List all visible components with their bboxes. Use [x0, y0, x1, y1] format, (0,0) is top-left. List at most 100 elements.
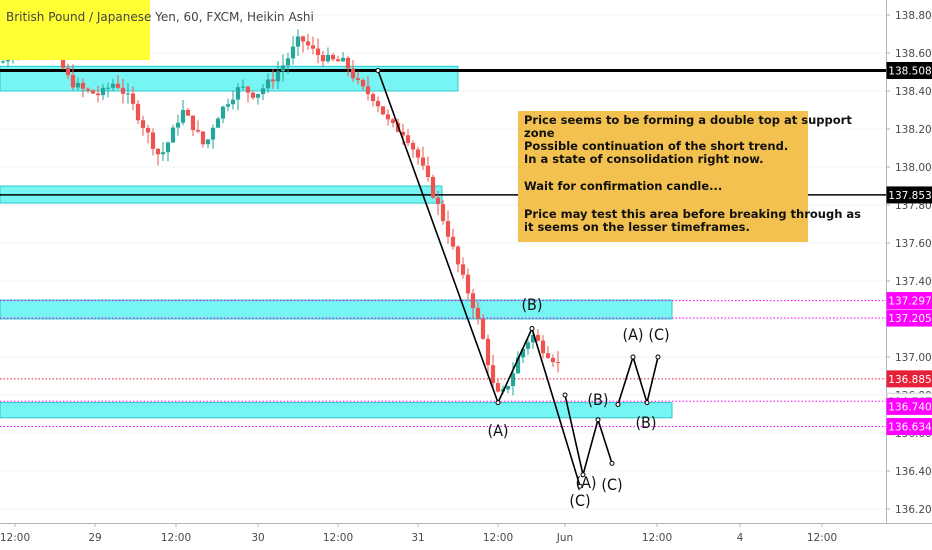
time-axis[interactable]: 12:00 29 12:00 30 12:00 31 12:00 Jun 12:00 4 12:00 [0, 523, 932, 544]
candle-body [185, 109, 191, 116]
support-zone [0, 299, 673, 320]
candle-body [330, 54, 336, 60]
chart-title: British Pound / Japanese Yen, 60, FXCM, … [6, 10, 314, 24]
candle-body [90, 90, 96, 94]
candle-body [335, 59, 341, 62]
note-line: Wait for confirmation candle... [524, 179, 723, 193]
candle-body [130, 93, 136, 104]
price-tag [886, 186, 932, 204]
candle-body [350, 68, 356, 79]
wave-label: (B) [635, 413, 656, 432]
candle-body [145, 127, 151, 133]
candle-body [165, 142, 171, 153]
candle-body [545, 353, 551, 358]
y-tick-label: 138.000 [895, 162, 932, 174]
candle-body [215, 118, 221, 128]
candle-body [555, 362, 561, 364]
candle-body [160, 152, 166, 155]
candle-body [465, 274, 471, 294]
title-highlight [0, 0, 150, 60]
y-tick-label: 136.400 [895, 466, 932, 478]
candle-body [95, 93, 101, 96]
candle-body [190, 115, 196, 131]
y-tick-label: 137.000 [895, 352, 932, 364]
y-tick-label: 138.600 [895, 48, 932, 60]
candle-body [105, 87, 111, 89]
candle-body [85, 88, 91, 91]
x-tick-label: 29 [88, 532, 101, 544]
candle-body [450, 236, 456, 247]
candle-body [530, 334, 536, 343]
candle-body [60, 54, 66, 68]
price-tag-label: 137.853 [888, 190, 931, 202]
candle-body [120, 87, 126, 94]
analysis-note: Price seems to be forming a double top a… [518, 111, 861, 242]
x-tick-label: 31 [411, 532, 424, 544]
candle-body [285, 58, 291, 66]
candle-body [110, 83, 116, 88]
wave-point [529, 326, 535, 331]
x-tick-label: Jun [556, 532, 573, 544]
candle-body [245, 86, 251, 93]
wave-label: (A) [622, 325, 643, 344]
candle-body [415, 149, 421, 158]
wave-path [377, 70, 581, 487]
x-tick-label: 4 [737, 532, 744, 544]
note-line: zone [524, 126, 555, 140]
price-tag-label: 138.508 [888, 65, 931, 77]
wave-point [562, 392, 568, 398]
candle-body [400, 131, 406, 136]
candle-body [315, 48, 321, 56]
candle-body [125, 93, 131, 95]
candle-body [310, 45, 316, 49]
price-tag-label: 136.740 [888, 401, 931, 413]
price-axis[interactable]: 138.800 138.600 138.400 138.200 138.000 137.8… [886, 0, 932, 523]
candle-body [70, 75, 76, 88]
price-tag-label: 136.634 [888, 422, 932, 434]
candle-body [270, 79, 276, 82]
price-tag [886, 61, 932, 79]
wave-point [595, 417, 601, 423]
y-tick-label: 138.200 [895, 124, 932, 136]
y-tick-label: 138.800 [895, 10, 932, 22]
candle-body [405, 135, 411, 143]
candle-body [255, 94, 261, 98]
price-tag-label: 137.297 [888, 296, 931, 308]
price-tag [886, 309, 932, 327]
candle-body [290, 46, 296, 59]
candle-body [260, 88, 266, 95]
x-tick-label: 12:00 [807, 532, 837, 544]
candle-body [65, 67, 71, 76]
candle-body [75, 82, 81, 88]
x-tick-label: 30 [251, 532, 264, 544]
wave-point [577, 483, 583, 489]
candle-body [455, 246, 461, 265]
candle-body [80, 82, 86, 89]
candle-body [505, 386, 511, 390]
y-tick-label: 138.400 [895, 86, 932, 98]
candle-body [430, 177, 436, 198]
candle-body [170, 127, 176, 143]
candle-body [280, 65, 286, 72]
candle-body [275, 71, 281, 82]
candle-body [460, 264, 466, 275]
candle-body [180, 109, 186, 123]
candle-body [385, 114, 391, 120]
wave-label: (A) [487, 421, 508, 440]
candle-body [230, 99, 236, 105]
candle-body [150, 132, 156, 149]
candle-body [220, 106, 226, 119]
wave-point [495, 400, 501, 406]
x-tick-label: 12:00 [483, 532, 513, 544]
candle-body [0, 61, 6, 63]
candle-body [140, 120, 146, 128]
wave-path [617, 354, 659, 406]
candle-body [380, 106, 386, 115]
note-line: it seems on the lesser timeframes. [524, 220, 750, 234]
candle-body [205, 139, 211, 145]
candle-body [210, 127, 216, 140]
y-tick-label: 137.400 [895, 276, 932, 288]
candle-body [420, 157, 426, 166]
candle-body [425, 165, 431, 178]
